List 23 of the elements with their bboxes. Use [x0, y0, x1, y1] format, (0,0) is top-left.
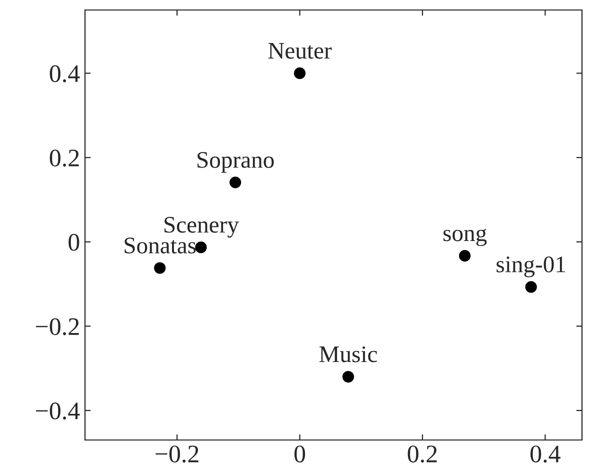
- x-tick-label: 0.4: [530, 446, 560, 463]
- point: [294, 67, 306, 80]
- x-tick-label: 0: [294, 446, 306, 462]
- y-tick-label: 0.2: [50, 150, 79, 167]
- annotation: Soprano: [198, 152, 274, 173]
- annotation: sing-01: [496, 256, 566, 278]
- point: [525, 281, 537, 293]
- annotation: Neuter: [268, 43, 332, 59]
- point: [230, 176, 242, 188]
- y-tick-label: −0.2: [36, 318, 79, 336]
- annotation: Music: [319, 346, 378, 362]
- annotation: song: [443, 228, 487, 246]
- y-tick-label: 0: [68, 234, 80, 251]
- annotation: Scenery: [164, 216, 239, 238]
- y-tick-label: 0.4: [50, 65, 80, 82]
- x-tick-label: −0.2: [156, 446, 198, 463]
- y-tick-label: −0.4: [36, 402, 80, 420]
- x-tick-label: 0.2: [408, 446, 437, 463]
- point: [195, 242, 207, 254]
- point: [154, 262, 166, 274]
- annotation: Sonatas: [124, 238, 196, 254]
- point: [342, 370, 354, 383]
- point: [458, 250, 471, 262]
